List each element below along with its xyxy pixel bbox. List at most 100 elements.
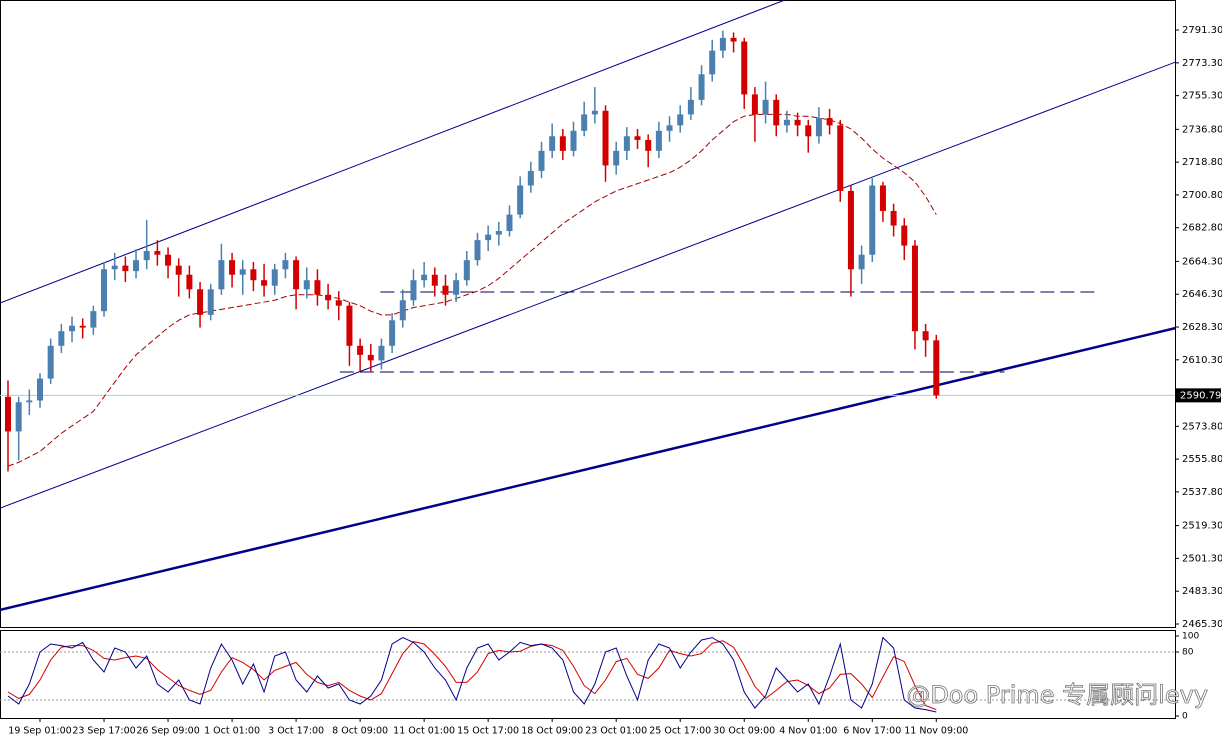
y-tick-label: 2483.30 — [1182, 586, 1222, 597]
candle-body — [47, 345, 54, 379]
y-tick-label: 2465.30 — [1182, 619, 1222, 630]
trend-line — [0, 326, 1175, 612]
candle-body — [357, 345, 364, 355]
x-tick-label: 11 Nov 09:00 — [904, 726, 968, 737]
x-tick-label: 30 Oct 09:00 — [713, 726, 775, 737]
candle-body — [730, 37, 737, 42]
candle-body — [346, 305, 353, 346]
candle-body — [207, 289, 214, 315]
y-tick-label: 2573.80 — [1182, 421, 1222, 432]
candle-body — [602, 110, 609, 166]
candle-body — [442, 285, 449, 295]
candle-body — [101, 269, 108, 312]
candle-body — [271, 269, 278, 286]
candle-body — [719, 37, 726, 51]
candle-body — [314, 280, 321, 295]
price-tag-label: 2590.79 — [1180, 390, 1221, 401]
candle-body — [261, 280, 268, 286]
candle-body — [186, 274, 193, 290]
candle-body — [410, 280, 417, 301]
candle-body — [698, 74, 705, 100]
osc-line — [7, 640, 937, 711]
candle-body — [485, 234, 492, 241]
candle-body — [250, 269, 257, 281]
candle-body — [133, 260, 140, 272]
y-tick-label: 2682.80 — [1182, 223, 1222, 234]
candle-body — [687, 99, 694, 115]
y-tick-label: 2501.30 — [1182, 553, 1222, 564]
candle-body — [549, 136, 556, 151]
candle-body — [762, 99, 769, 115]
candle-body — [26, 400, 33, 403]
candle-body — [826, 118, 833, 126]
candle-body — [165, 254, 172, 266]
candle-body — [613, 150, 620, 166]
x-tick-label: 19 Sep 01:00 — [8, 726, 71, 737]
y-tick-label: 2646.30 — [1182, 289, 1222, 300]
price-tag — [1176, 388, 1221, 403]
candle-body — [634, 136, 641, 140]
candle-body — [847, 190, 854, 270]
candle-body — [911, 245, 918, 332]
candle-body — [431, 274, 438, 286]
watermark: @Doo Prime 专属顾问levy — [906, 681, 1208, 709]
y-tick-label: 2610.30 — [1182, 355, 1222, 366]
candle-body — [933, 340, 940, 396]
candle-body — [922, 331, 929, 341]
candle-body — [282, 260, 289, 270]
candle-body — [143, 251, 150, 261]
candle-body — [229, 260, 236, 275]
candle-body — [367, 354, 374, 361]
candle-body — [815, 118, 822, 137]
candle-body — [645, 139, 652, 151]
candle-body — [111, 265, 118, 270]
candle-body — [389, 320, 396, 346]
moving-average — [7, 113, 937, 467]
candle-body — [495, 231, 502, 235]
candle-body — [506, 214, 513, 232]
candle-body — [197, 289, 204, 315]
candle-body — [783, 119, 790, 126]
x-tick-label: 4 Nov 01:00 — [779, 726, 837, 737]
y-tick-label: 2700.80 — [1182, 190, 1222, 201]
main-plot — [0, 0, 1175, 612]
candle-body — [879, 185, 886, 211]
x-tick-label: 15 Oct 17:00 — [457, 726, 519, 737]
candle-body — [335, 300, 342, 306]
y-tick-label: 2664.30 — [1182, 256, 1222, 267]
trend-line — [0, 0, 785, 304]
candle-body — [666, 125, 673, 131]
candle-body — [591, 110, 598, 115]
y-tick-label: 2718.80 — [1182, 157, 1222, 168]
candle-body — [858, 254, 865, 270]
candle-body — [69, 325, 76, 332]
x-tick-label: 26 Sep 09:00 — [136, 726, 199, 737]
candle-body — [517, 185, 524, 215]
candle-body — [399, 300, 406, 321]
candle-body — [421, 274, 428, 281]
candle-body — [218, 260, 225, 290]
candle-body — [58, 331, 65, 346]
x-tick-label: 6 Nov 17:00 — [843, 726, 901, 737]
candle-body — [581, 114, 588, 131]
candle-body — [837, 125, 844, 191]
x-tick-label: 3 Oct 17:00 — [268, 726, 324, 737]
candle-body — [623, 136, 630, 151]
candle-body — [79, 325, 86, 328]
candle-body — [751, 94, 758, 115]
osc-plot — [0, 636, 1175, 713]
candle-body — [901, 225, 908, 246]
y-tick-label: 2519.30 — [1182, 521, 1222, 532]
y-tick-label: 2791.30 — [1182, 25, 1222, 36]
x-tick-label: 23 Sep 17:00 — [72, 726, 135, 737]
candle-body — [154, 251, 161, 255]
osc-tick-label: 80 — [1182, 648, 1194, 658]
candle-body — [37, 378, 44, 401]
x-tick-label: 23 Oct 01:00 — [585, 726, 647, 737]
candle-body — [773, 99, 780, 126]
y-tick-label: 2755.30 — [1182, 91, 1222, 102]
candle-body — [794, 119, 801, 126]
candle-body — [463, 260, 470, 281]
